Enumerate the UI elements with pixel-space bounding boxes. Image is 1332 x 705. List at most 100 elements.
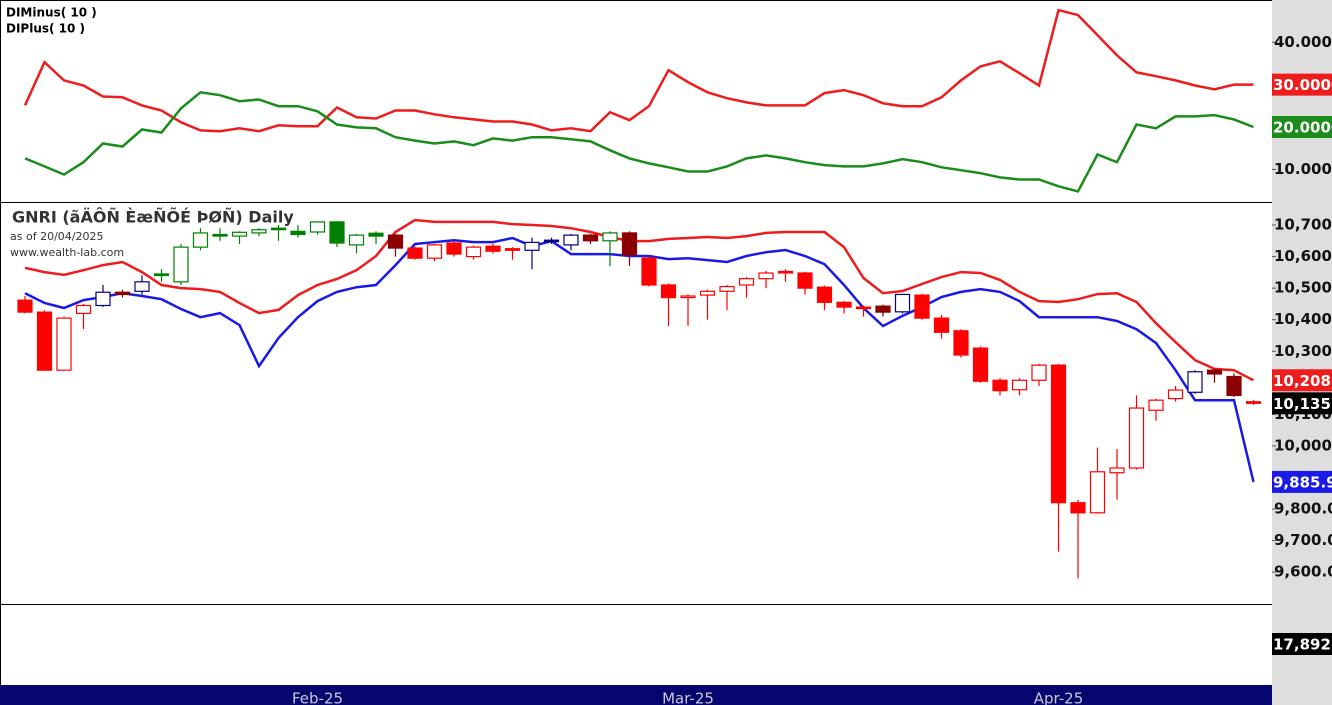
candle-body [1070,502,1086,514]
candle-body [407,247,423,259]
last-price-box [1272,392,1332,415]
candle-body [641,257,657,286]
candle-body [894,293,911,313]
candle-body [836,301,852,308]
line [23,8,1254,133]
last-value-box-label: 10,208 [1273,372,1331,390]
candle-body [1226,375,1242,397]
candle-body [465,246,482,258]
candle-body [582,234,599,242]
candle-body [56,317,72,371]
last-value-box-label: 30.0000 [1273,76,1332,94]
source: www.wealth-lab.com [10,246,124,259]
candle-body [329,221,345,244]
candle-body [446,242,462,255]
candle-body [563,234,579,246]
x-tick-label: Apr-25 [1034,690,1084,705]
candle-body [309,221,326,233]
candle-body [173,246,189,283]
candle-body [387,234,404,249]
candle-body [75,304,92,314]
chart-subtitle: as of 20/04/2025 [10,230,103,243]
candle-body [543,239,560,243]
candle-body [251,229,267,234]
candle-body [1128,407,1145,469]
candle-body [972,347,989,382]
last-value-box [1272,73,1332,96]
candle-body [875,305,891,313]
candle-body [719,285,735,292]
candle-body [660,284,677,299]
candle-body [953,330,969,356]
candle-body [914,294,930,319]
candle-body [192,232,209,248]
last-value-box [1272,116,1332,138]
last-price-box-label: 10,135 [1273,395,1331,413]
candle-body [777,270,794,274]
candle-body [602,232,618,242]
candle-body [1167,389,1184,400]
candle-body [1109,467,1125,474]
last-value-box-label: 9,885.9 [1273,473,1332,491]
candle-body [368,232,384,237]
candle-body [426,244,443,259]
candle-body [758,272,774,280]
candle-body [231,231,248,237]
y-tick-label: 40.0000 [1274,33,1332,51]
candle-body [1050,364,1067,504]
candle-body [1245,401,1262,404]
y-tick-label: 9,600.0 [1274,563,1332,581]
candle-body [1148,399,1164,411]
candle-body [992,379,1008,392]
y-tick-label: 10,400 [1274,310,1332,328]
y-tick-label: 9,700.0 [1274,531,1332,549]
candle-body [524,241,540,251]
last-volume-box-label: 17,892 [1273,636,1331,654]
candle-body [797,272,813,289]
line [24,90,1254,193]
candle-body [1089,471,1106,514]
legend-entry: DIPlus( 10 ) [6,22,85,36]
candle-body [36,311,53,371]
plot-background [0,0,1272,685]
candle-body [290,230,306,236]
candle-body [134,281,150,292]
candle-body [1187,371,1203,393]
candle-body [95,291,111,307]
y-tick-label: 10.0000 [1274,160,1332,178]
y-tick-label: 10,700 [1274,216,1332,234]
x-tick-label: Mar-25 [662,690,714,705]
candle-body [1206,369,1223,375]
candle-body [933,317,950,333]
line [24,218,1255,382]
plot-layer [17,8,1262,579]
candle-body [816,286,833,303]
y-tick-label: 10,600 [1274,247,1332,265]
candle-body [153,273,170,277]
candle-body [212,233,228,237]
last-volume-box [1272,633,1332,655]
y-tick-label: 10,500 [1274,279,1332,297]
candle-body [270,227,287,231]
candle-body [348,234,365,246]
candle-body [621,232,638,256]
last-value-box-label: 20.0000 [1273,119,1332,137]
legend-entry: DIMinus( 10 ) [6,6,97,20]
candle-body [699,290,716,296]
candle-body [485,245,501,252]
last-value-box [1272,369,1332,392]
candle-body [114,291,131,296]
last-value-box [1272,470,1332,493]
candle-body [738,278,755,286]
candle-body [680,295,696,299]
candle-body [1031,364,1047,381]
x-tick-label: Feb-25 [292,690,343,705]
y-tick-label: 10,300 [1274,342,1332,360]
chart-title: GNRI (ãÄÔÑ ÈæÑÕÉ ÞØÑ) Daily [12,208,294,227]
y-tick-label: 10,000 [1274,436,1332,454]
candle-body [504,248,521,251]
date-bar [0,685,1272,705]
candle-body [17,299,33,313]
y-tick-label: 9,800.0 [1274,500,1332,518]
